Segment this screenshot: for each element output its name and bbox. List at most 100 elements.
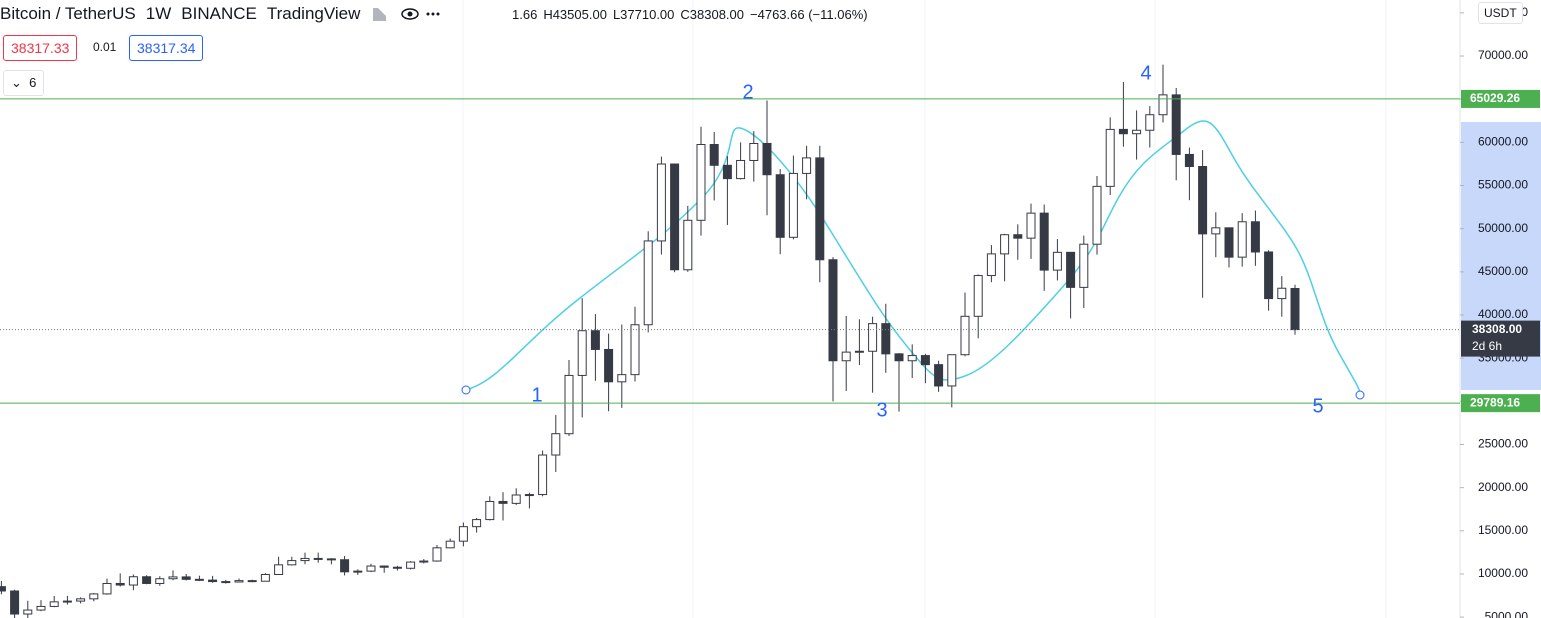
y-tick-label: 5000.00 [1485,609,1529,618]
price-tag [1461,89,1540,108]
candle-body [775,174,785,238]
candle-body [287,560,297,566]
candle-body [340,559,350,573]
y-tick-label: 25000.00 [1478,437,1528,451]
candle-body [49,601,59,607]
y-tick-label: 55000.00 [1478,178,1528,192]
y-tick-label: 60000.00 [1478,135,1528,149]
candle-body [524,494,534,497]
candle-body [828,259,838,362]
candle-body [762,142,772,176]
candle-body [709,144,719,166]
indicators-toggle[interactable]: ⌄ 6 [3,70,45,96]
candle-body [1171,94,1181,155]
candle-body [1026,212,1036,239]
candle-body [472,519,482,528]
header-icons[interactable] [370,4,440,24]
candle-body [445,540,455,549]
candle-body [1039,212,1049,271]
candle-body [551,433,561,456]
candle-body [10,590,20,615]
interval[interactable]: 1W [145,4,172,23]
candle-body [577,330,587,376]
candle-body [221,581,231,584]
candle-body [1158,94,1168,116]
source: TradingView [266,4,361,23]
candle-body [868,323,878,352]
price-tag [1461,394,1540,413]
grid [462,0,1387,618]
candle-body [247,580,257,583]
candle-body [1250,221,1260,253]
last-price-label: 38308.00 [1472,322,1522,336]
candle-body [907,355,917,362]
candle-body [128,576,138,586]
candle-body [617,374,627,383]
candle-body [894,353,904,362]
candle-body [36,605,46,611]
candle-body [934,364,944,387]
candle-body [683,219,693,271]
candle-body [406,561,416,569]
y-tick-label: 70000.00 [1478,48,1528,62]
candle-body [1277,287,1287,300]
candle-body [155,578,165,584]
candle-body [920,355,930,366]
spread: 0.01 [93,36,117,58]
candle-body [643,240,653,326]
candle-body [392,566,402,569]
ask-button[interactable]: 38317.34 [129,35,204,61]
candle-body [208,579,218,583]
ohlc-low: L37710.00 [612,7,675,22]
candle-body [1290,287,1300,331]
ohlc-close: C38308.00 [680,7,745,22]
ohlc-open: 1.66 [512,7,538,22]
candle-body [604,348,614,383]
bid-button[interactable]: 38317.33 [3,35,78,61]
ohlc-change: −4763.66 (−11.06%) [750,7,868,22]
candle-body [1118,128,1128,135]
candle-body [300,557,310,562]
price-tag-label: 65029.26 [1470,91,1520,105]
wave-label: 5 [1312,395,1323,417]
candle-body [498,500,508,504]
ohlc-legend: 1.66 H43505.00 L37710.00 C38308.00 −4763… [512,7,868,22]
candle-body [788,172,798,238]
currency-button[interactable]: USDT [1478,2,1523,24]
last-price-tag [1461,320,1540,357]
candle-body [656,163,666,242]
candle-body [511,494,521,504]
candle-body [736,159,746,180]
candle-body [313,557,323,560]
candle-body [854,350,864,353]
candle-body [485,500,495,521]
candle-body [1264,251,1274,300]
candle-body [1198,166,1208,235]
candle-body [1092,185,1102,245]
candle-body [841,351,851,362]
wave-label: 3 [876,399,887,421]
candle-body [881,323,891,355]
candle-body [181,576,191,580]
candle-body [947,354,957,387]
exchange: BINANCE [181,4,257,23]
wave-label: 1 [531,384,542,406]
candle-body [1211,227,1221,235]
candle-body [590,330,600,350]
y-tick-label: 15000.00 [1478,523,1528,537]
candle-body [419,560,429,563]
price-tag-label: 29789.16 [1470,395,1520,409]
candle-body [353,570,363,573]
candle-body [696,144,706,221]
y-tick-label: 45000.00 [1478,264,1528,278]
candle-body [366,565,376,572]
y-tick-label: 10000.00 [1478,566,1528,580]
candle-body [1224,227,1234,258]
candle-body [234,580,244,583]
symbol[interactable]: Bitcoin / TetherUS [0,4,136,23]
candle-body [102,582,112,595]
candle-body [1184,153,1194,168]
candle-body [23,609,33,615]
y-tick-label: 50000.00 [1478,221,1528,235]
